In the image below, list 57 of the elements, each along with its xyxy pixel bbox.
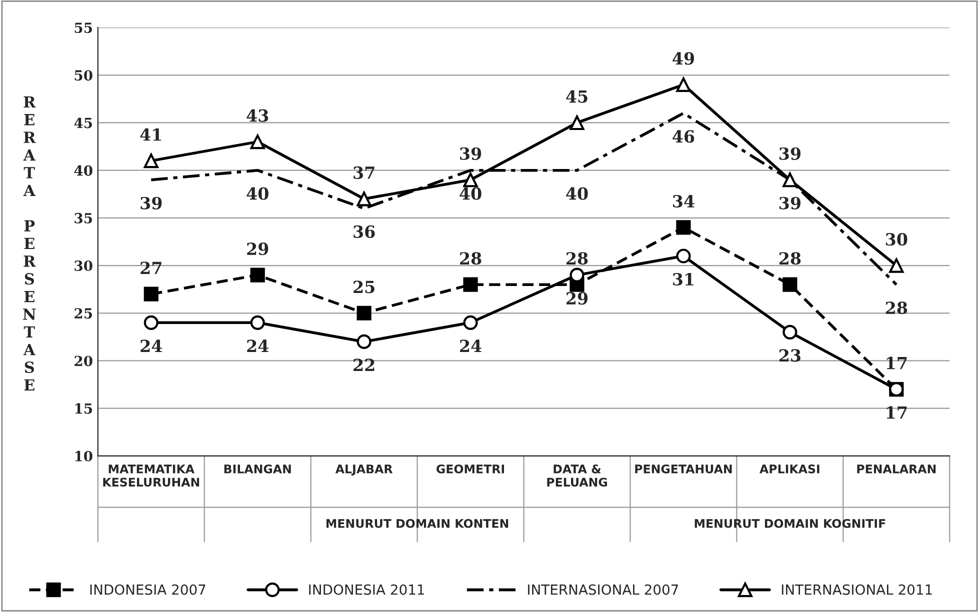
data-label: 45 [566,90,588,103]
legend-label: INTERNASIONAL 2011 [782,584,932,595]
y-tick-label: 20 [74,356,92,366]
data-label: 25 [354,280,374,294]
data-label: 28 [779,252,801,265]
data-label: 28 [566,252,588,265]
data-label: 36 [354,225,375,238]
data-label: 34 [673,194,694,208]
y-tick-label: 15 [75,403,92,414]
data-label: 40 [460,187,482,200]
text: MENURUT DOMAIN KOGNITIF [694,518,886,528]
data-label: 22 [354,358,374,372]
legend-label: INTERNASIONAL 2007 [528,584,678,595]
x-tick-label: ALJABAR [335,464,393,476]
y-tick-label: 10 [75,450,92,462]
y-tick-label: 30 [74,260,92,272]
data-label: 24 [247,340,269,352]
x-tick-label: GEOMETRI [436,464,504,474]
data-label: 27 [140,262,162,274]
data-label: 46 [672,130,694,143]
data-label: 23 [779,349,800,362]
y-tick-label: 45 [74,118,92,128]
data-label: 39 [140,196,162,210]
x-tick-label: APLIKASI [760,464,820,474]
legend-label: INDONESIA 2007 [90,584,206,595]
data-label: 37 [354,166,374,180]
x-tick-label: BILANGAN [224,464,291,474]
data-label: 29 [247,242,268,256]
data-label: 39 [460,147,482,160]
data-label: 24 [460,340,482,352]
x-tick-label: MATEMATIKA KESELURUHAN [103,464,200,487]
y-tick-label: 50 [74,70,92,81]
data-label: 28 [886,302,908,314]
data-label: 39 [780,196,800,210]
y-tick-label: 55 [74,22,92,34]
y-tick-label: 40 [74,165,92,176]
data-label: 17 [886,356,907,370]
data-label: 43 [246,109,268,122]
legend-label: INDONESIA 2011 [309,584,424,595]
data-label: 40 [566,187,588,200]
y-tick-label: 25 [74,308,92,319]
data-label: 17 [886,406,907,419]
text: RERATA PERSENTASE [23,96,36,391]
data-label: 39 [780,147,800,160]
y-tick-label: 35 [74,212,92,224]
data-label: 29 [566,292,588,305]
data-label: 28 [460,252,482,265]
data-label: 40 [246,187,268,200]
x-tick-label: PENALARAN [857,464,936,474]
data-label: 31 [673,272,694,286]
x-tick-label: PENGETAHUAN [635,464,732,474]
data-label: 24 [140,340,162,352]
data-label: 30 [886,233,908,246]
data-label: 41 [140,128,162,141]
x-tick-label: DATA & PELUANG [547,464,607,487]
text: MENURUT DOMAIN KONTEN [326,518,508,528]
data-label: 49 [672,52,694,65]
